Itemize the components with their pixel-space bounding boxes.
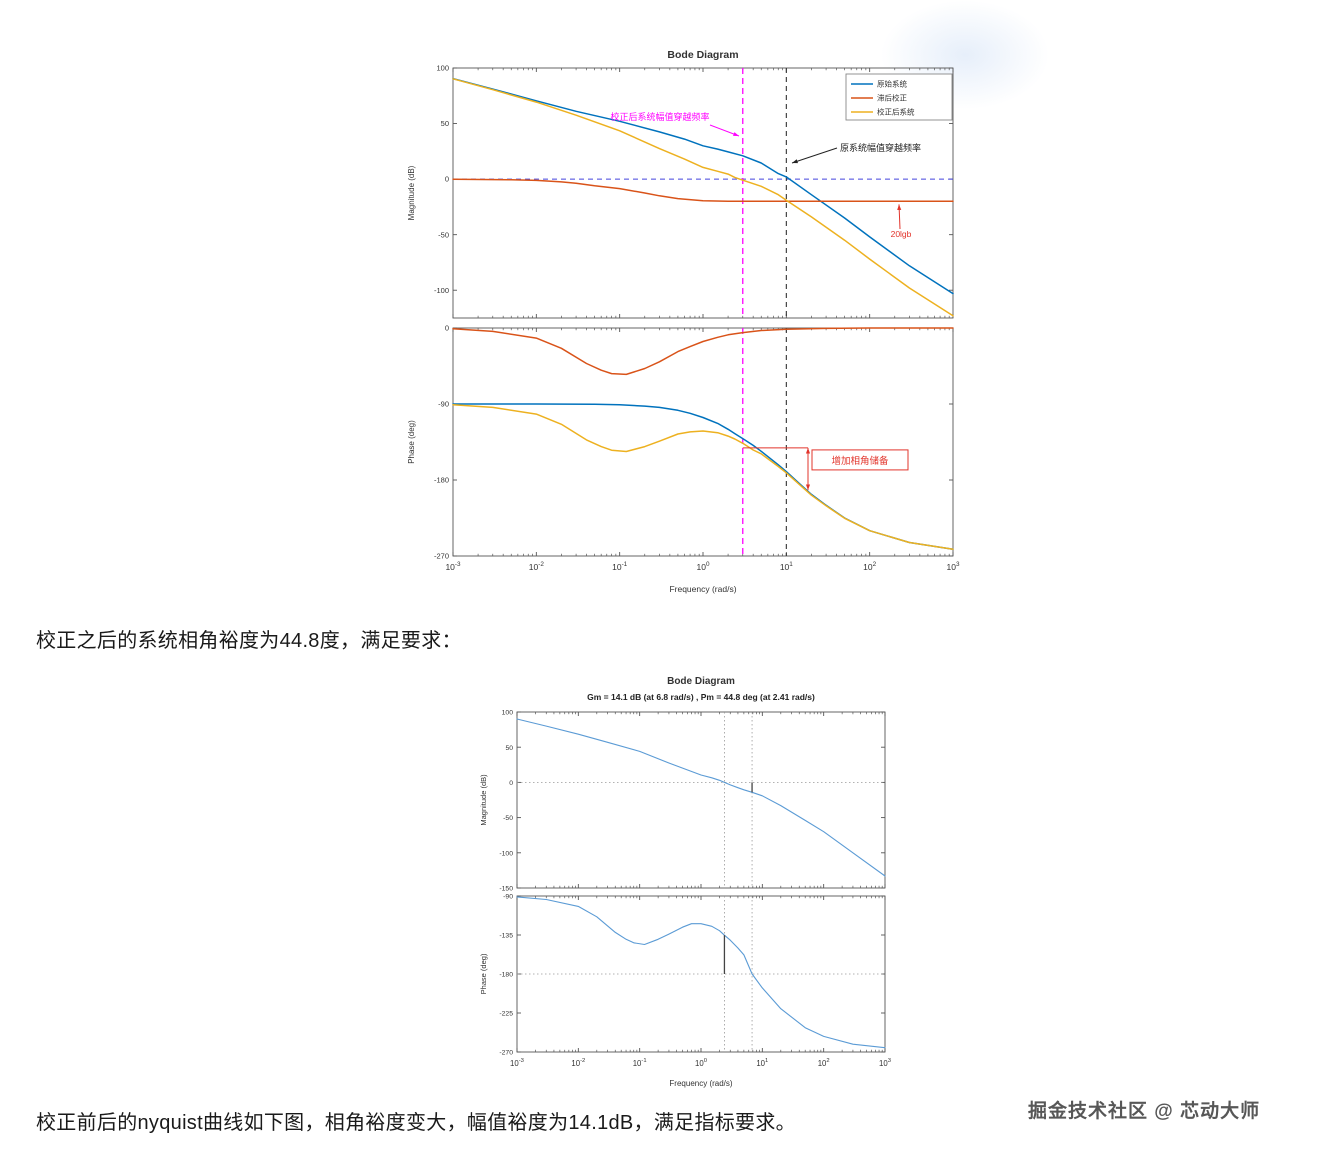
svg-text:-50: -50: [503, 815, 513, 822]
svg-text:50: 50: [505, 745, 513, 752]
svg-text:101: 101: [780, 561, 793, 572]
svg-text:20lgb: 20lgb: [891, 229, 912, 239]
svg-text:-225: -225: [499, 1011, 513, 1018]
paragraph-phase-margin: 校正之后的系统相角裕度为44.8度，满足要求：: [36, 630, 462, 652]
svg-text:103: 103: [879, 1058, 891, 1068]
svg-text:50: 50: [441, 119, 449, 128]
svg-text:-270: -270: [434, 552, 449, 561]
svg-text:102: 102: [818, 1058, 830, 1068]
svg-text:0: 0: [509, 780, 513, 787]
svg-text:Magnitude (dB): Magnitude (dB): [479, 774, 488, 826]
svg-text:10-3: 10-3: [445, 561, 461, 572]
svg-text:原始系统: 原始系统: [877, 79, 907, 89]
svg-text:0: 0: [445, 175, 449, 184]
svg-text:增加相角储备: 增加相角储备: [831, 455, 889, 467]
bode-figure-margins: Bode Diagram Gm = 14.1 dB (at 6.8 rad/s) …: [470, 668, 910, 1100]
svg-text:10-1: 10-1: [633, 1058, 647, 1068]
svg-text:校正后系统: 校正后系统: [877, 107, 915, 117]
svg-text:100: 100: [436, 64, 449, 73]
svg-text:-135: -135: [499, 933, 513, 940]
svg-text:-100: -100: [434, 286, 449, 295]
svg-text:100: 100: [502, 710, 514, 717]
svg-text:10-3: 10-3: [510, 1058, 524, 1068]
bode-chart-margins: Bode Diagram Gm = 14.1 dB (at 6.8 rad/s) …: [479, 676, 891, 1088]
svg-text:10-2: 10-2: [529, 561, 545, 572]
svg-text:Frequency (rad/s): Frequency (rad/s): [669, 584, 736, 594]
bode-figure-compensation: Bode Diagram 100 50 0 -50 -100 10-3 10-2 10-1 100…: [388, 36, 1018, 616]
paragraph-nyquist: 校正前后的nyquist曲线如下图，相角裕度变大，幅值裕度为14.1dB，满足指…: [36, 1112, 796, 1134]
svg-text:Bode Diagram: Bode Diagram: [667, 49, 738, 61]
svg-text:10-1: 10-1: [612, 561, 628, 572]
svg-text:Magnitude (dB): Magnitude (dB): [407, 165, 416, 220]
svg-text:-90: -90: [438, 400, 449, 409]
svg-text:-100: -100: [499, 850, 513, 857]
svg-text:102: 102: [863, 561, 876, 572]
svg-text:103: 103: [946, 561, 959, 572]
svg-text:0: 0: [445, 324, 449, 333]
svg-text:Frequency (rad/s): Frequency (rad/s): [669, 1079, 732, 1088]
svg-text:-50: -50: [438, 230, 449, 239]
svg-text:-90: -90: [503, 894, 513, 901]
svg-text:-270: -270: [499, 1050, 513, 1057]
svg-text:滞后校正: 滞后校正: [877, 93, 907, 103]
watermark: 掘金技术社区 @ 芯动大师: [1028, 1101, 1261, 1122]
svg-text:Phase (deg): Phase (deg): [479, 953, 488, 994]
svg-text:-180: -180: [434, 476, 449, 485]
svg-text:Gm = 14.1 dB (at 6.8 rad/s) ,: Gm = 14.1 dB (at 6.8 rad/s) , Pm = 44.8 …: [587, 692, 815, 702]
svg-text:-150: -150: [499, 886, 513, 893]
svg-text:100: 100: [696, 561, 709, 572]
bode-chart-compensation: Bode Diagram 100 50 0 -50 -100 10-3 10-2 10-1 100…: [407, 49, 960, 594]
svg-text:10-2: 10-2: [571, 1058, 585, 1068]
svg-text:100: 100: [695, 1058, 708, 1068]
svg-text:-180: -180: [499, 972, 513, 979]
svg-text:校正后系统幅值穿越频率: 校正后系统幅值穿越频率: [610, 111, 709, 122]
svg-text:101: 101: [756, 1058, 768, 1068]
svg-text:原系统幅值穿越频率: 原系统幅值穿越频率: [840, 142, 921, 153]
svg-text:Phase (deg): Phase (deg): [407, 420, 416, 464]
svg-text:Bode Diagram: Bode Diagram: [667, 676, 735, 687]
